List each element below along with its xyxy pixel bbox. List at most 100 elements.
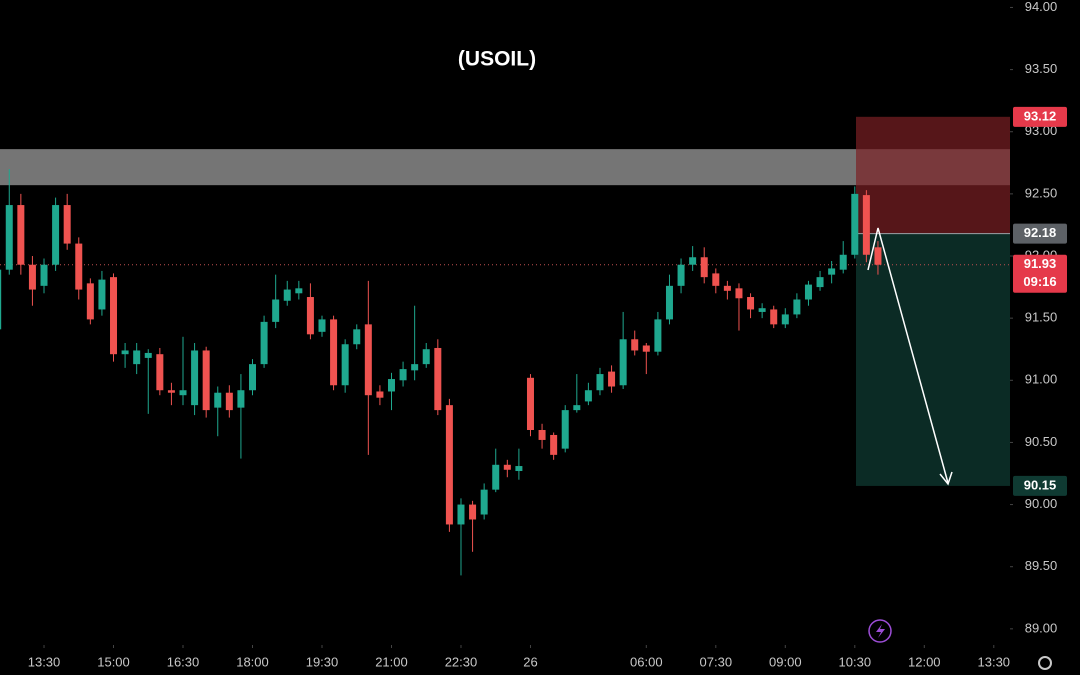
candle-body — [214, 392, 222, 408]
settings-icon[interactable] — [1038, 656, 1052, 670]
candle-body — [642, 345, 650, 352]
candle-body — [793, 299, 801, 315]
y-tick-label: 93.50 — [1025, 61, 1058, 76]
y-tick-label: 90.00 — [1025, 496, 1058, 511]
candle-body — [52, 205, 60, 265]
candle-body — [0, 269, 2, 330]
overlay — [867, 227, 1052, 670]
candle-body — [191, 350, 199, 406]
candle-body — [816, 277, 824, 288]
candles — [0, 169, 882, 576]
take-profit-tag-label: 90.15 — [1024, 477, 1057, 492]
candle-body — [689, 257, 697, 265]
candle-body — [63, 205, 71, 244]
projection-arrow — [867, 227, 949, 484]
x-tick-label: 06:00 — [630, 654, 663, 669]
candle-body — [411, 364, 419, 371]
candle-body — [619, 339, 627, 386]
candle-body — [573, 405, 581, 411]
candle-body — [851, 193, 859, 255]
x-tick-label: 10:30 — [839, 654, 872, 669]
candle-body — [144, 352, 152, 358]
candle-body — [40, 264, 48, 286]
alert-bolt — [876, 624, 885, 638]
candle-body — [781, 314, 789, 325]
x-tick-label: 21:00 — [375, 654, 408, 669]
candle-body — [758, 308, 766, 312]
y-tick-label: 92.50 — [1025, 185, 1058, 200]
candle-body — [445, 405, 453, 525]
alert-icon[interactable] — [868, 619, 892, 643]
candle-body — [561, 410, 569, 449]
zones — [0, 116, 1010, 486]
risk-zone — [856, 116, 1010, 234]
candle-body — [480, 489, 488, 515]
x-tick-label: 13:30 — [978, 654, 1011, 669]
candle-body — [283, 289, 291, 301]
y-tick-label: 91.00 — [1025, 372, 1058, 387]
candle-body — [654, 319, 662, 352]
x-tick-label: 26 — [523, 654, 537, 669]
reward-zone — [856, 233, 1010, 486]
y-tick-label: 94.00 — [1025, 0, 1058, 14]
axes: 89.0089.5090.0090.5091.0091.5092.0092.50… — [28, 0, 1067, 669]
candle-body — [596, 374, 604, 391]
candle-body — [167, 390, 175, 393]
stop-loss-tag — [1013, 106, 1067, 127]
x-tick-label: 22:30 — [445, 654, 478, 669]
candle-body — [584, 390, 592, 402]
candle-body — [434, 347, 442, 411]
x-tick-label: 18:00 — [236, 654, 269, 669]
candle-body — [318, 319, 326, 332]
candle-body — [770, 309, 778, 325]
candle-body — [526, 377, 534, 430]
x-tick-label: 19:30 — [306, 654, 339, 669]
y-tick-label: 89.00 — [1025, 620, 1058, 635]
candle-body — [110, 277, 118, 355]
candle-body — [839, 254, 847, 270]
arrow-head — [939, 471, 953, 486]
candle-body — [492, 464, 500, 490]
candle-body — [515, 466, 523, 472]
chart-title: (USOIL) — [458, 48, 536, 71]
candle-body — [700, 257, 708, 278]
countdown: 09:16 — [1023, 274, 1056, 289]
candle-body — [376, 391, 384, 398]
take-profit-tag — [1013, 475, 1067, 496]
candle-body — [399, 369, 407, 381]
x-tick-label: 09:00 — [769, 654, 802, 669]
candle-body — [330, 319, 338, 386]
candle-body — [503, 464, 511, 470]
candle-body — [306, 297, 314, 335]
candle-body — [422, 349, 430, 365]
candle-body — [28, 264, 36, 290]
candle-body — [353, 329, 361, 345]
x-tick-label: 07:30 — [700, 654, 733, 669]
candle-body — [295, 288, 303, 294]
candle-body — [608, 371, 616, 387]
candle-body — [469, 504, 477, 520]
candle-body — [202, 350, 210, 411]
candle-body — [179, 390, 187, 396]
candle-body — [723, 285, 731, 291]
candle-body — [225, 392, 233, 411]
candle-body — [665, 285, 673, 320]
entry-tag — [1013, 223, 1067, 244]
candle-body — [538, 430, 546, 440]
candle-body — [712, 273, 720, 286]
candle-body — [874, 247, 882, 265]
x-tick-label: 16:30 — [167, 654, 200, 669]
candle-body — [249, 364, 256, 391]
candle-body — [121, 350, 129, 355]
candle-body — [341, 344, 349, 386]
candle-body — [75, 243, 83, 290]
candle-body — [133, 350, 141, 365]
candle-body — [156, 354, 164, 391]
candle-body — [237, 390, 245, 408]
candle-body — [804, 284, 812, 300]
candle-body — [364, 324, 372, 396]
y-tick-label: 93.00 — [1025, 123, 1058, 138]
candle-body — [98, 279, 106, 310]
candle-body — [260, 321, 268, 365]
